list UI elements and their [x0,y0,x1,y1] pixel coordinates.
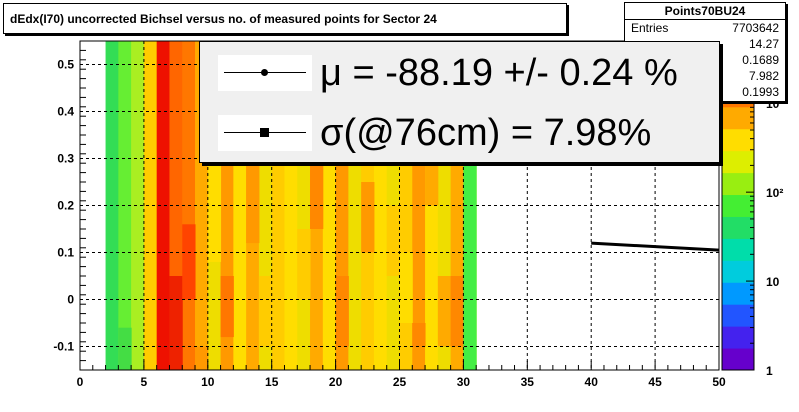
palette-swatch [722,194,754,217]
x-tick-label: 5 [141,375,148,389]
palette-swatch [722,150,754,174]
heatmap-cell [182,224,196,300]
stats-row: 0.1993 [625,84,785,100]
stats-value: 7703642 [732,21,779,35]
y-tick-label: 0.4 [57,105,74,119]
x-tick-label: 30 [457,375,471,389]
x-axis: 0 5 10 15 20 25 30 35 40 45 50 [77,361,726,389]
heatmap-cell [156,41,170,370]
z-tick-label: 10² [766,186,783,200]
circle-marker-icon [261,69,268,76]
heatmap-cell [437,276,452,347]
heatmap-cell [118,327,132,370]
legend-entry-sigma: σ(@76cm) = 7.98% [320,112,652,154]
x-tick-label: 20 [329,375,343,389]
heatmap-cell [310,158,324,229]
stats-value: 0.1689 [742,53,779,67]
heatmap-cell [425,158,439,206]
palette-swatch [722,238,754,261]
y-tick-label: 0.1 [57,246,74,260]
stats-row: 14.27 [625,36,785,52]
x-tick-label: 35 [521,375,535,389]
palette-swatch [722,326,754,349]
palette-swatch [722,282,754,305]
stats-label: Entries [631,21,669,35]
heatmap-cell [195,346,209,370]
heatmap-cell [220,276,234,338]
x-tick-label: 25 [393,375,407,389]
heatmap-cell [463,158,477,370]
palette-swatch [722,172,754,196]
fit-line [591,241,720,252]
palette-swatch [722,216,754,239]
stats-value: 14.27 [748,37,779,51]
heatmap-cell [297,229,311,300]
heatmap-cell [131,41,145,370]
heatmap-cell [335,276,349,347]
fit-legend: μ = -88.19 +/- 0.24 % σ(@76cm) = 7.98% [199,41,720,163]
y-tick-label: -0.1 [53,340,74,354]
heatmap-cell [246,158,260,244]
legend-symbol-square [218,115,312,151]
legend-symbol-circle [218,55,312,91]
heatmap-cell [258,276,273,347]
y-tick-label: 0.2 [57,199,74,213]
z-tick-label: 10 [766,275,780,289]
stats-row: Entries 7703642 [625,20,785,36]
square-marker-icon [260,128,269,137]
stats-row: 7.982 [625,68,785,84]
y-tick-label: 0 [67,293,74,307]
palette-swatch [722,304,754,327]
x-tick-label: 10 [201,375,215,389]
stats-value: 7.982 [748,69,779,83]
x-tick-label: 0 [77,375,84,389]
x-tick-label: 40 [585,375,599,389]
stats-name: Points70BU24 [625,3,785,20]
heatmap-cell [361,182,375,253]
palette-swatch [722,348,754,371]
x-tick-label: 45 [648,375,662,389]
heatmap-cell [399,252,413,323]
heatmap-cell [450,276,464,347]
heatmap-cell [207,158,222,262]
y-tick-label: 0.3 [57,152,74,166]
stats-row: 0.1689 [625,52,785,68]
legend-entry-mean: μ = -88.19 +/- 0.24 % [320,52,678,94]
stats-value: 0.1993 [742,85,779,99]
x-tick-label: 50 [712,375,726,389]
heatmap-cell [412,323,426,347]
palette-swatch [722,260,754,283]
y-axis: -0.1 0 0.1 0.2 0.3 0.4 0.5 [53,40,86,371]
heatmap-cell [143,41,158,370]
palette-swatch [722,106,754,130]
x-tick-label: 15 [265,375,279,389]
y-tick-label: 0.5 [57,58,74,72]
heatmap-cell [386,205,400,276]
palette-swatch [722,128,754,152]
plot-title: dEdx(I70) uncorrected Bichsel versus no.… [3,3,567,34]
z-tick-label: 1 [766,364,773,378]
heatmap-cell [169,276,183,370]
